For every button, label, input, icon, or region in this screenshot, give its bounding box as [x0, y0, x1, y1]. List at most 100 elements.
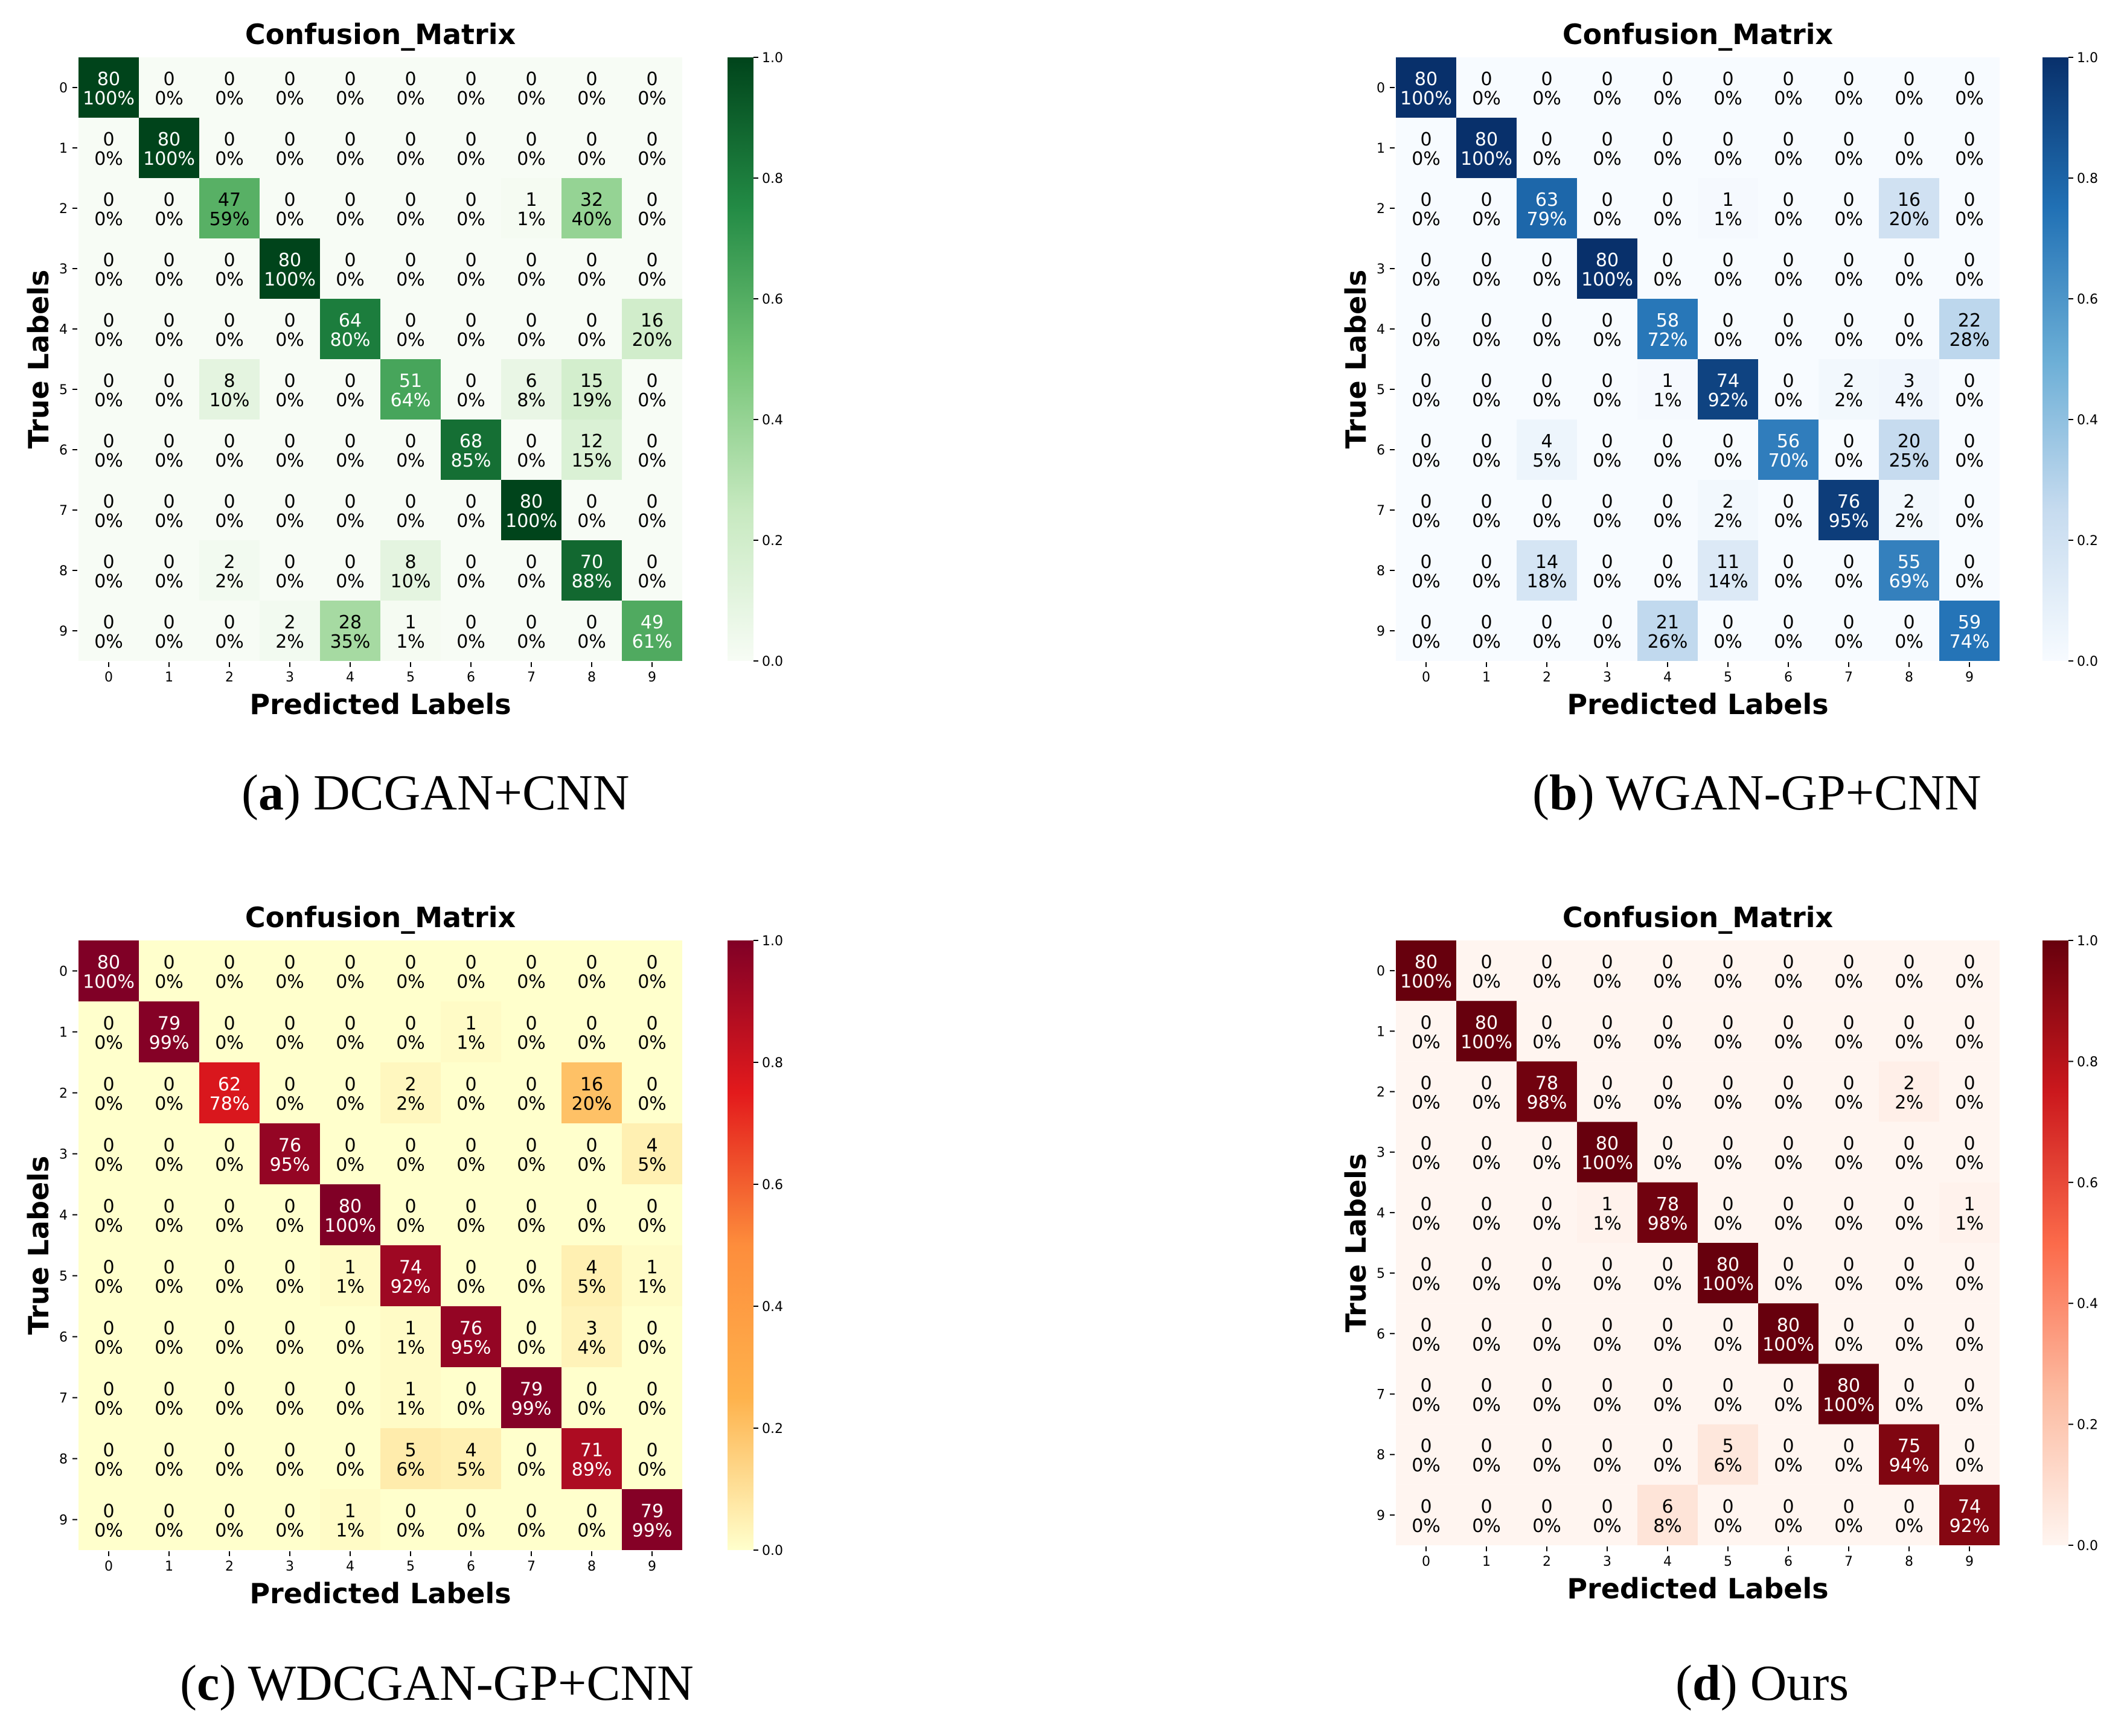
cell-percent-label: 1% — [456, 1033, 485, 1054]
heatmap-cell — [501, 1001, 561, 1062]
cell-count-label: 0 — [1480, 1436, 1492, 1457]
cell-count-label: 0 — [525, 1318, 537, 1339]
cell-count-label: 74 — [1958, 1496, 1981, 1517]
cell-percent-label: 0% — [577, 972, 606, 993]
x-tick-label: 7 — [1844, 670, 1853, 685]
colorbar-tick-label: 0.8 — [2077, 171, 2098, 187]
cell-count-label: 0 — [1601, 1073, 1613, 1094]
cell-percent-label: 0% — [638, 1216, 667, 1237]
cell-percent-label: 0% — [638, 88, 667, 109]
heatmap-cell — [199, 940, 260, 1001]
heatmap-cell — [441, 601, 501, 661]
heatmap-cell — [139, 1001, 199, 1062]
cell-percent-label: 100% — [1460, 1032, 1512, 1053]
cell-percent-label: 0% — [1412, 1093, 1441, 1114]
cell-count-label: 0 — [284, 310, 295, 331]
cell-percent-label: 0% — [94, 1277, 123, 1298]
cell-percent-label: 0% — [1532, 88, 1561, 109]
heatmap-cell — [1698, 540, 1758, 601]
cell-count-label: 22 — [1958, 310, 1981, 331]
heatmap-cell — [1456, 118, 1517, 178]
cell-count-label: 0 — [1782, 1376, 1794, 1397]
cell-percent-label: 0% — [456, 1216, 485, 1237]
cell-percent-label: 100% — [1400, 971, 1452, 992]
cell-percent-label: 0% — [1532, 971, 1561, 992]
cell-percent-label: 0% — [1532, 1516, 1561, 1537]
cell-percent-label: 0% — [1412, 631, 1441, 653]
cell-count-label: 0 — [525, 1135, 537, 1157]
heatmap-cell — [1456, 1182, 1517, 1243]
cell-count-label: 0 — [284, 1379, 295, 1400]
cell-percent-label: 0% — [155, 972, 184, 993]
heatmap-cell — [380, 1062, 441, 1123]
heatmap-cell — [1698, 118, 1758, 178]
cell-percent-label: 0% — [1955, 1032, 1984, 1053]
cell-percent-label: 0% — [1955, 571, 1984, 592]
cell-percent-label: 0% — [94, 209, 123, 230]
cell-percent-label: 0% — [275, 1033, 304, 1054]
cell-percent-label: 59% — [210, 209, 250, 230]
heatmap-cell — [561, 57, 622, 118]
cell-percent-label: 0% — [1955, 1395, 1984, 1416]
cell-count-label: 0 — [646, 1440, 657, 1461]
cell-count-label: 0 — [1662, 1012, 1673, 1033]
heatmap-cell — [1758, 940, 1819, 1001]
cell-count-label: 0 — [405, 1013, 416, 1035]
heatmap-cell — [1698, 178, 1758, 238]
heatmap-cell — [1637, 601, 1698, 661]
cell-count-label: 79 — [158, 1013, 181, 1035]
x-axis-label: Predicted Labels — [1567, 1572, 1828, 1605]
heatmap-cell — [1577, 1424, 1637, 1485]
heatmap-cell — [199, 238, 260, 299]
cell-count-label: 0 — [223, 1440, 235, 1461]
cell-percent-label: 0% — [1713, 1395, 1742, 1416]
cell-count-label: 0 — [525, 1013, 537, 1035]
cell-percent-label: 92% — [1708, 390, 1748, 411]
cell-count-label: 0 — [163, 552, 174, 573]
cell-count-label: 0 — [1782, 69, 1794, 90]
y-tick-label: 1 — [59, 141, 68, 156]
cell-percent-label: 0% — [396, 330, 425, 351]
heatmap-cell — [380, 178, 441, 238]
cell-percent-label: 100% — [264, 269, 316, 290]
heatmap-cell — [1396, 480, 1456, 540]
cell-count-label: 0 — [1782, 1436, 1794, 1457]
cell-count-label: 0 — [1903, 250, 1914, 271]
heatmap-cell — [501, 299, 561, 359]
cell-percent-label: 0% — [336, 209, 365, 230]
y-tick-label: 9 — [59, 1513, 68, 1528]
cell-count-label: 0 — [163, 612, 174, 633]
heatmap-cell — [1939, 1484, 2000, 1545]
heatmap-cell — [1396, 940, 1456, 1001]
cell-count-label: 0 — [103, 1318, 114, 1339]
heatmap-cell — [1396, 1484, 1456, 1545]
cell-count-label: 0 — [1903, 1496, 1914, 1517]
cell-count-label: 0 — [1480, 371, 1492, 392]
cell-percent-label: 0% — [215, 1521, 244, 1542]
heatmap-cell — [501, 540, 561, 601]
heatmap-cell — [199, 1306, 260, 1367]
cell-count-label: 0 — [1662, 1254, 1673, 1275]
cell-percent-label: 0% — [1834, 571, 1863, 592]
cell-percent-label: 0% — [336, 1399, 365, 1420]
cell-count-label: 0 — [1662, 1134, 1673, 1155]
colorbar-tick-label: 1.0 — [762, 934, 783, 949]
y-axis-label: True Labels — [1340, 1154, 1372, 1333]
heatmap-cell — [1577, 1182, 1637, 1243]
cell-count-label: 0 — [1903, 1315, 1914, 1336]
cell-count-label: 59 — [1958, 612, 1981, 633]
cell-percent-label: 0% — [1955, 1455, 1984, 1476]
cell-percent-label: 0% — [1412, 1032, 1441, 1053]
cell-count-label: 0 — [223, 69, 235, 90]
cell-percent-label: 0% — [1834, 971, 1863, 992]
cell-percent-label: 0% — [215, 972, 244, 993]
cell-percent-label: 99% — [632, 1521, 673, 1542]
cell-percent-label: 0% — [1653, 1093, 1682, 1114]
heatmap-cell — [1758, 1364, 1819, 1425]
cell-count-label: 0 — [284, 552, 295, 573]
y-tick-label: 4 — [1377, 1206, 1385, 1221]
cell-percent-label: 0% — [1593, 88, 1622, 109]
cell-percent-label: 0% — [1532, 1274, 1561, 1295]
heatmap-cell — [1698, 57, 1758, 118]
cell-percent-label: 0% — [336, 269, 365, 290]
